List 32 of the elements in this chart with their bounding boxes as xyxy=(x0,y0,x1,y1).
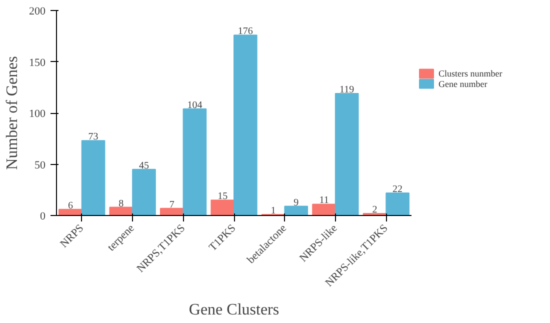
bar xyxy=(182,108,207,216)
data-label: 2 xyxy=(372,204,378,216)
data-label: 7 xyxy=(169,199,174,210)
data-label: 22 xyxy=(392,184,403,195)
bar xyxy=(81,140,106,216)
bar xyxy=(284,206,308,216)
y-tick-label: 0 xyxy=(40,210,46,222)
bar xyxy=(334,93,359,216)
data-label: 6 xyxy=(68,200,73,212)
data-label: 8 xyxy=(118,198,124,210)
data-label: 1 xyxy=(270,205,276,216)
y-tick-label: 50 xyxy=(34,159,46,172)
bar xyxy=(386,192,410,216)
bar xyxy=(234,34,258,216)
data-label: 11 xyxy=(319,195,329,206)
y-tick-label: 200 xyxy=(29,6,46,18)
data-label: 9 xyxy=(294,197,299,208)
data-label: 15 xyxy=(218,191,228,202)
legend-label: Clusters nunmber xyxy=(438,68,502,79)
data-label: 73 xyxy=(88,132,98,143)
bar xyxy=(132,168,156,216)
data-label: 119 xyxy=(340,84,354,96)
bar xyxy=(312,204,336,216)
data-label: 176 xyxy=(238,26,253,38)
data-label: 104 xyxy=(187,100,202,111)
y-tick-label: 150 xyxy=(29,56,46,69)
y-tick-label: 100 xyxy=(29,108,46,120)
bar xyxy=(210,200,234,216)
y-axis-title: Number of Genes xyxy=(4,56,21,170)
legend-label: Gene number xyxy=(438,78,488,89)
data-label: 45 xyxy=(138,160,149,172)
x-axis-title: Gene Clusters xyxy=(188,302,280,319)
